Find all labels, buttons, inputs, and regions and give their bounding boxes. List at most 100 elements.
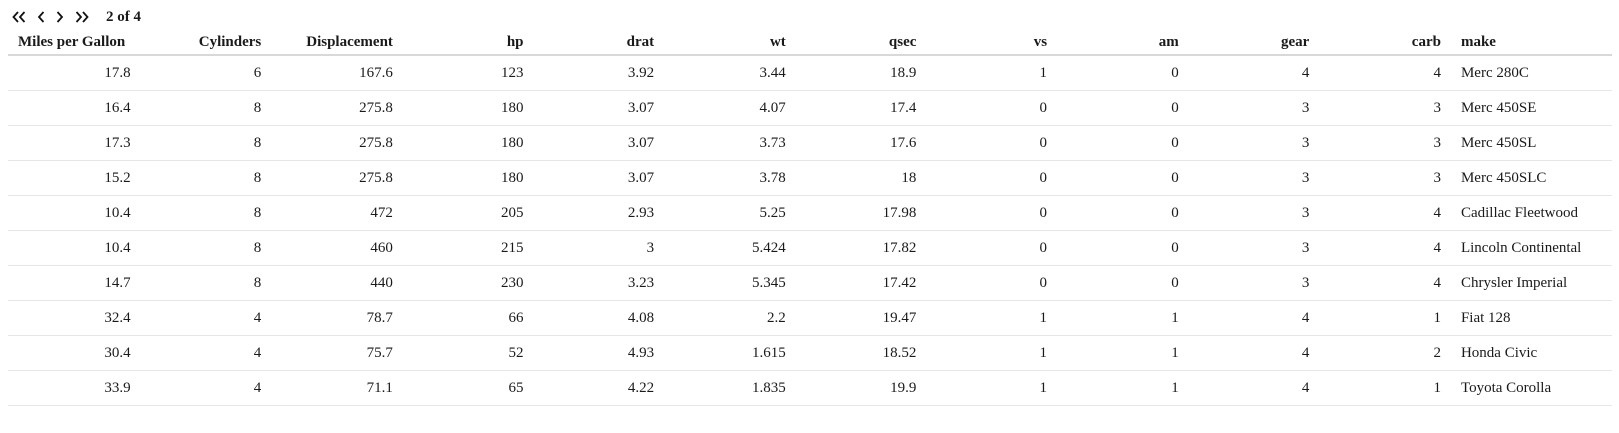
table-row: 15.2 8 275.8 180 3.07 3.78 18 0 0 3 3 Merc 450SLC bbox=[8, 160, 1612, 196]
last-page-button[interactable] bbox=[75, 11, 89, 23]
cell-vs: 0 bbox=[926, 160, 1058, 196]
cell-am: 0 bbox=[1057, 55, 1189, 91]
cell-drat: 3.23 bbox=[533, 265, 665, 301]
cell-carb: 3 bbox=[1319, 160, 1451, 196]
table-row: 10.4 8 460 215 3 5.424 17.82 0 0 3 4 Lincoln Contin… bbox=[8, 230, 1612, 266]
cell-make: Toyota Corolla bbox=[1450, 370, 1612, 406]
cell-am: 0 bbox=[1057, 160, 1189, 196]
column-header-am[interactable]: am bbox=[1057, 30, 1189, 56]
cell-mpg: 17.3 bbox=[8, 125, 141, 161]
cell-am: 1 bbox=[1057, 335, 1189, 371]
cell-am: 1 bbox=[1057, 300, 1189, 336]
column-header-cylinders[interactable]: Cylinders bbox=[140, 30, 272, 56]
chevron-right-icon bbox=[56, 11, 64, 23]
cell-am: 0 bbox=[1057, 90, 1189, 126]
cell-cylinders: 8 bbox=[140, 265, 272, 301]
cell-gear: 3 bbox=[1188, 90, 1320, 126]
cell-hp: 180 bbox=[402, 90, 534, 126]
cell-drat: 2.93 bbox=[533, 195, 665, 231]
cell-vs: 0 bbox=[926, 90, 1058, 126]
cell-carb: 2 bbox=[1319, 335, 1451, 371]
previous-page-button[interactable] bbox=[37, 11, 45, 23]
table-row: 17.8 6 167.6 123 3.92 3.44 18.9 1 0 4 4 Merc 280C bbox=[8, 55, 1612, 91]
cell-drat: 4.22 bbox=[533, 370, 665, 406]
cell-mpg: 15.2 bbox=[8, 160, 141, 196]
column-header-hp[interactable]: hp bbox=[402, 30, 534, 56]
cell-cylinders: 4 bbox=[140, 335, 272, 371]
cell-vs: 0 bbox=[926, 125, 1058, 161]
table-header: Miles per Gallon Cylinders Displacement … bbox=[8, 30, 1612, 56]
column-header-gear[interactable]: gear bbox=[1188, 30, 1320, 56]
column-header-carb[interactable]: carb bbox=[1319, 30, 1451, 56]
cell-vs: 0 bbox=[926, 265, 1058, 301]
cell-carb: 4 bbox=[1319, 230, 1451, 266]
column-header-vs[interactable]: vs bbox=[926, 30, 1058, 56]
cell-vs: 0 bbox=[926, 230, 1058, 266]
column-header-make[interactable]: make bbox=[1450, 30, 1612, 56]
cell-qsec: 17.42 bbox=[795, 265, 927, 301]
cell-gear: 4 bbox=[1188, 335, 1320, 371]
cell-hp: 215 bbox=[402, 230, 534, 266]
cell-qsec: 17.82 bbox=[795, 230, 927, 266]
table-row: 16.4 8 275.8 180 3.07 4.07 17.4 0 0 3 3 Merc 450SE bbox=[8, 90, 1612, 126]
cell-drat: 3.07 bbox=[533, 160, 665, 196]
cell-cylinders: 8 bbox=[140, 90, 272, 126]
cell-mpg: 33.9 bbox=[8, 370, 141, 406]
cell-vs: 1 bbox=[926, 335, 1058, 371]
cell-wt: 1.835 bbox=[664, 370, 796, 406]
cell-gear: 3 bbox=[1188, 160, 1320, 196]
cell-qsec: 17.98 bbox=[795, 195, 927, 231]
cell-vs: 0 bbox=[926, 195, 1058, 231]
cell-gear: 4 bbox=[1188, 370, 1320, 406]
cell-qsec: 17.4 bbox=[795, 90, 927, 126]
cell-cylinders: 8 bbox=[140, 160, 272, 196]
page-indicator: 2 of 4 bbox=[106, 8, 141, 25]
column-header-qsec[interactable]: qsec bbox=[795, 30, 927, 56]
cell-displacement: 75.7 bbox=[271, 335, 403, 371]
cell-vs: 1 bbox=[926, 55, 1058, 91]
cell-wt: 2.2 bbox=[664, 300, 796, 336]
cell-qsec: 19.9 bbox=[795, 370, 927, 406]
column-header-drat[interactable]: drat bbox=[533, 30, 665, 56]
cell-carb: 4 bbox=[1319, 265, 1451, 301]
cell-displacement: 472 bbox=[271, 195, 403, 231]
cell-carb: 1 bbox=[1319, 370, 1451, 406]
cell-gear: 4 bbox=[1188, 300, 1320, 336]
column-header-displacement[interactable]: Displacement bbox=[271, 30, 403, 56]
cell-mpg: 30.4 bbox=[8, 335, 141, 371]
cell-wt: 1.615 bbox=[664, 335, 796, 371]
cell-am: 1 bbox=[1057, 370, 1189, 406]
cell-displacement: 440 bbox=[271, 265, 403, 301]
table-row: 10.4 8 472 205 2.93 5.25 17.98 0 0 3 4 Cadillac Fle… bbox=[8, 195, 1612, 231]
cell-carb: 3 bbox=[1319, 125, 1451, 161]
cell-wt: 5.25 bbox=[664, 195, 796, 231]
table-row: 30.4 4 75.7 52 4.93 1.615 18.52 1 1 4 2 Honda Civic bbox=[8, 335, 1612, 371]
table-row: 17.3 8 275.8 180 3.07 3.73 17.6 0 0 3 3 Merc 450SL bbox=[8, 125, 1612, 161]
cell-vs: 1 bbox=[926, 370, 1058, 406]
cell-drat: 3 bbox=[533, 230, 665, 266]
cell-gear: 3 bbox=[1188, 125, 1320, 161]
cell-qsec: 18.52 bbox=[795, 335, 927, 371]
cell-am: 0 bbox=[1057, 265, 1189, 301]
cell-displacement: 78.7 bbox=[271, 300, 403, 336]
cell-displacement: 275.8 bbox=[271, 125, 403, 161]
cell-wt: 3.73 bbox=[664, 125, 796, 161]
cell-cylinders: 6 bbox=[140, 55, 272, 91]
cell-cylinders: 8 bbox=[140, 195, 272, 231]
cell-hp: 205 bbox=[402, 195, 534, 231]
column-header-mpg[interactable]: Miles per Gallon bbox=[8, 30, 141, 56]
double-chevron-right-icon bbox=[75, 11, 89, 23]
cell-displacement: 275.8 bbox=[271, 90, 403, 126]
cell-hp: 66 bbox=[402, 300, 534, 336]
cell-gear: 3 bbox=[1188, 195, 1320, 231]
cell-gear: 3 bbox=[1188, 230, 1320, 266]
pagination-bar: 2 of 4 bbox=[12, 6, 141, 28]
next-page-button[interactable] bbox=[56, 11, 64, 23]
cell-make: Merc 450SE bbox=[1450, 90, 1612, 126]
cell-make: Cadillac Fleetwood bbox=[1450, 195, 1612, 231]
column-header-wt[interactable]: wt bbox=[664, 30, 796, 56]
cell-am: 0 bbox=[1057, 125, 1189, 161]
first-page-button[interactable] bbox=[12, 11, 26, 23]
cell-hp: 65 bbox=[402, 370, 534, 406]
table-row: 33.9 4 71.1 65 4.22 1.835 19.9 1 1 4 1 Toyota Corol… bbox=[8, 370, 1612, 406]
